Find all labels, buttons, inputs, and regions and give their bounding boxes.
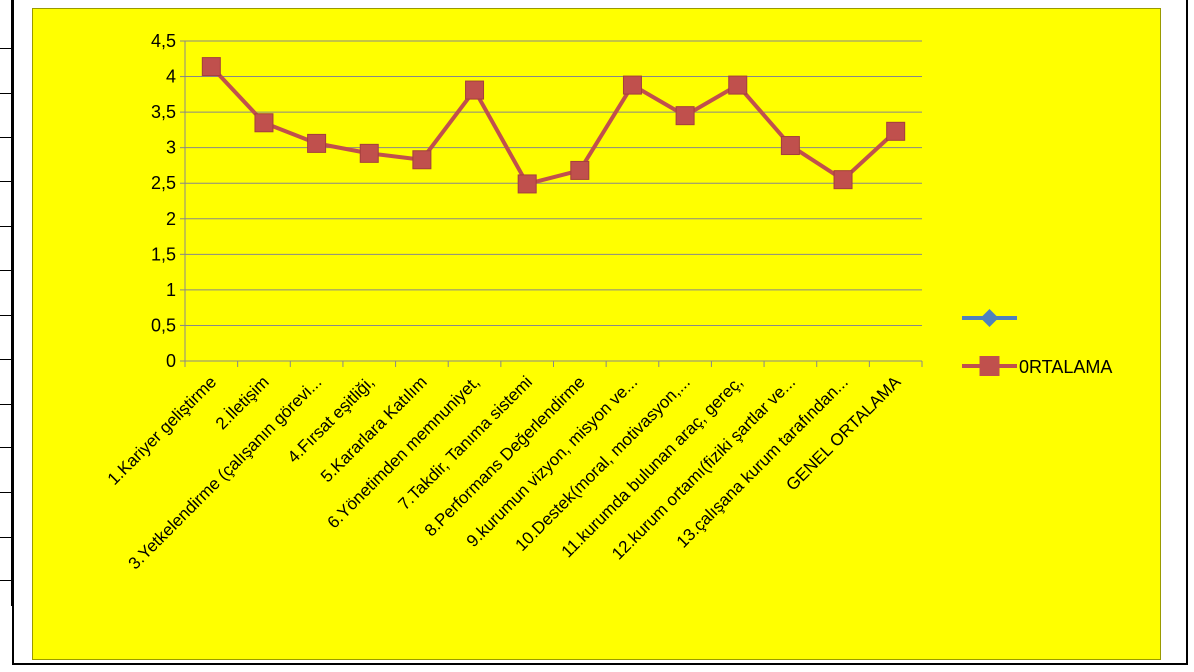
strip-row-line [0,359,11,360]
legend-marker [980,309,999,327]
chart-area [32,8,1161,660]
data-point [412,150,432,170]
y-tick-label: 0 [166,351,176,371]
data-point [622,75,642,95]
y-tick-label: 2,5 [151,173,176,193]
y-tick-label: 2 [166,209,176,229]
data-point [833,170,853,190]
data-point [307,133,327,153]
y-tick-label: 0,5 [151,315,176,335]
strip-row-line [0,93,11,94]
data-point [201,57,221,77]
x-category-label: 3.Yetkelendirme (çalışanın görevi... [125,372,326,573]
data-point [728,75,748,95]
data-point [675,106,695,126]
strip-row-line [0,404,11,405]
y-tick-label: 4 [166,67,176,87]
strip-row-line [0,181,11,182]
data-point [359,143,379,163]
series-line [209,65,898,186]
strip-row-line [0,315,11,316]
y-tick-label: 3,5 [151,102,176,122]
legend-label: 0RTALAMA [1019,357,1112,377]
data-point [254,113,274,133]
strip-row-line [0,48,11,49]
strip-row-line [0,137,11,138]
data-point [886,121,906,141]
strip-row-line [0,447,11,448]
strip-row-line [0,580,11,581]
legend-marker [979,356,1000,376]
data-point [780,136,800,156]
data-point [570,160,590,180]
strip-row-line [0,492,11,493]
strip-row-line [0,537,11,538]
data-point [465,80,485,100]
data-point [517,174,537,194]
y-tick-label: 3 [166,138,176,158]
y-tick-label: 1 [166,280,176,300]
x-category-label: 1.Kariyer geliştirme [104,372,220,488]
y-tick-label: 1,5 [151,244,176,264]
strip-row-line [0,270,11,271]
y-tick-label: 4,5 [151,31,176,51]
strip-row-line [0,226,11,227]
